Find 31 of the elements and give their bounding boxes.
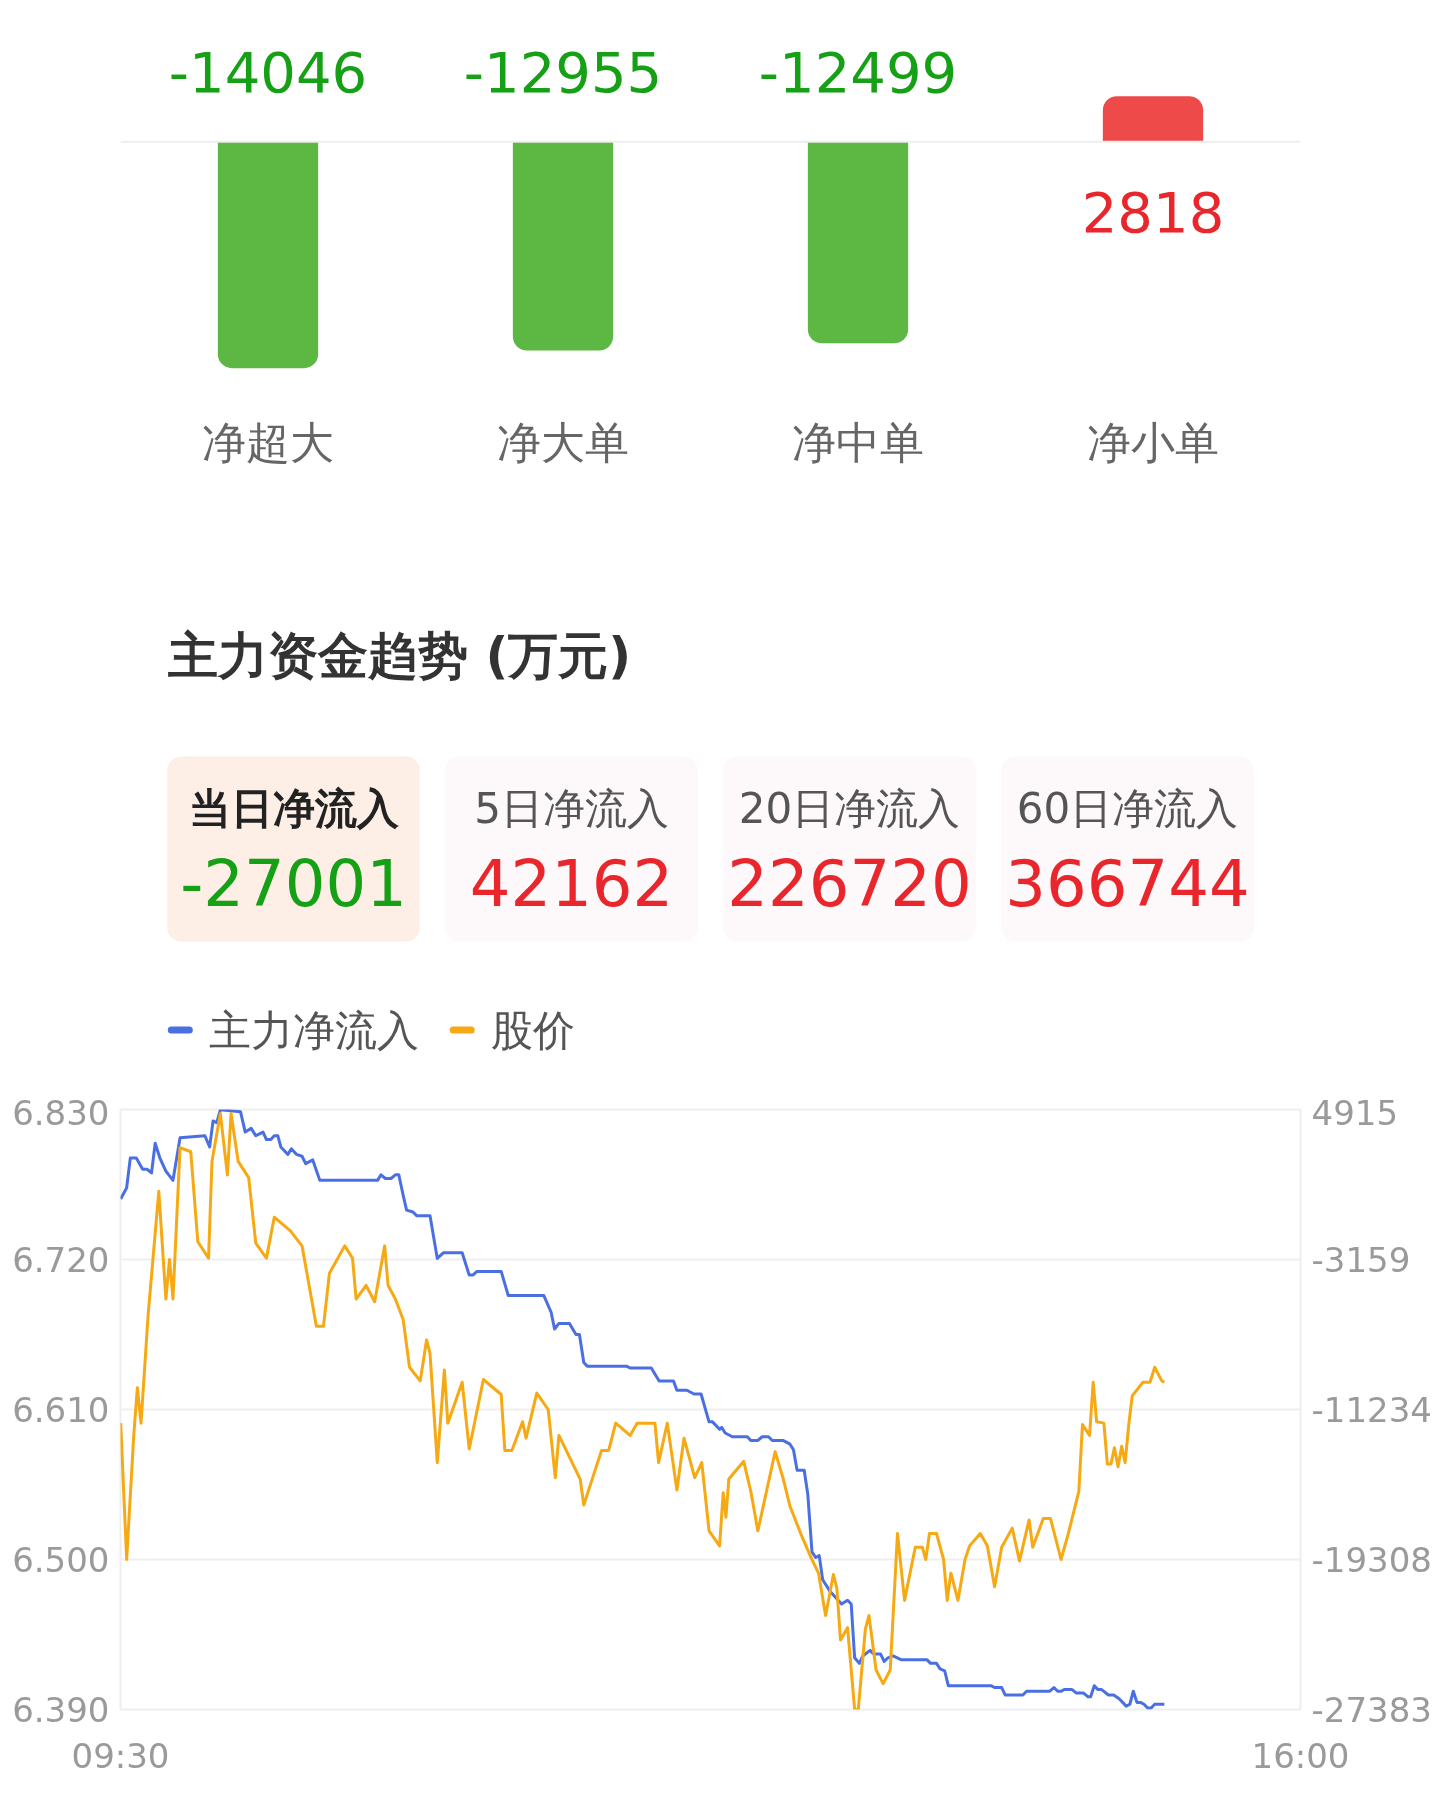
- y-tick-label: 6.610: [12, 1390, 110, 1430]
- y-tick-label: 6.720: [12, 1240, 110, 1280]
- x-tick-label: 09:30: [71, 1735, 170, 1776]
- data-label: -12499: [758, 39, 958, 105]
- y2-tick-label: -3159: [1311, 1239, 1411, 1280]
- data-label: -14046: [168, 39, 368, 105]
- legend-label: 主力净流入: [209, 1005, 419, 1055]
- data-label: -27001: [180, 847, 407, 921]
- x-tick-label: 16:00: [1251, 1735, 1350, 1776]
- category-label: 60日净流入: [1016, 784, 1239, 833]
- data-label: 42162: [469, 847, 674, 921]
- x-tick-label: 净中单: [792, 416, 924, 468]
- text: 主力资金趋势 (万元): [167, 626, 632, 685]
- y2-tick-label: 4915: [1311, 1092, 1399, 1133]
- y-tick-label: 6.500: [12, 1540, 110, 1580]
- data-label: 366744: [1005, 847, 1250, 921]
- y-tick-label: 6.390: [12, 1690, 110, 1730]
- legend-label: 股价: [490, 1005, 575, 1055]
- category-label: 5日净流入: [474, 784, 669, 833]
- x-tick-label: 净小单: [1087, 416, 1219, 468]
- data-label: 226720: [727, 847, 972, 921]
- category-label: 当日净流入: [188, 784, 400, 833]
- y2-tick-label: -27383: [1311, 1690, 1432, 1730]
- y2-tick-label: -11234: [1311, 1390, 1432, 1430]
- x-tick-label: 净大单: [497, 416, 629, 468]
- x-tick-label: 净超大: [202, 416, 334, 468]
- y-tick-label: 6.830: [12, 1092, 110, 1133]
- data-label: -12955: [463, 39, 663, 105]
- data-label: 2818: [1081, 179, 1225, 245]
- category-label: 20日净流入: [738, 784, 961, 833]
- y2-tick-label: -19308: [1311, 1539, 1432, 1580]
